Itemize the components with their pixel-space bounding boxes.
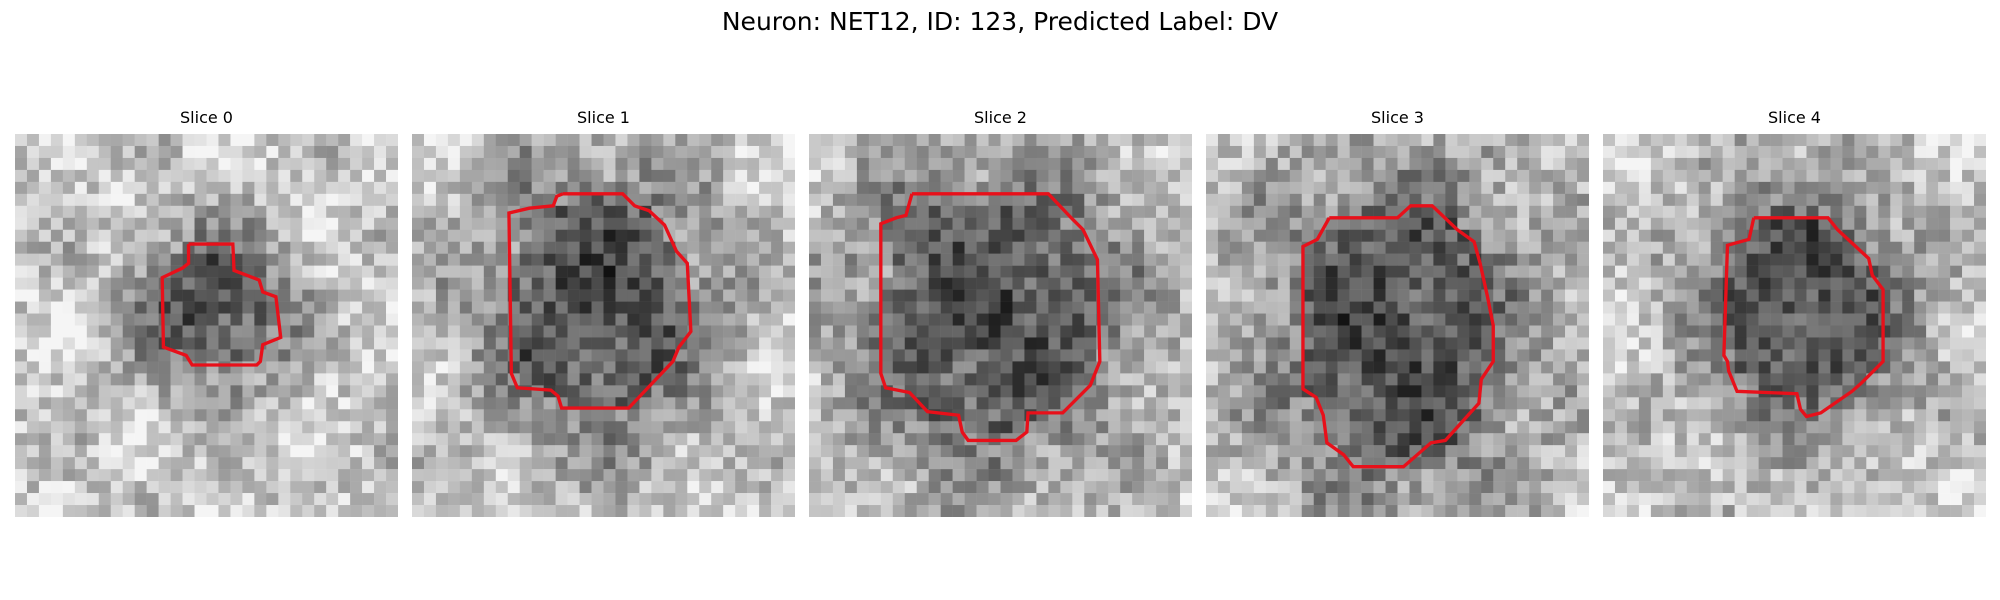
slice-title: Slice 0 (180, 108, 233, 127)
slice-panel-3: Slice 3 (1206, 108, 1589, 517)
pixel-grid (412, 134, 795, 517)
neuron-contour (1722, 216, 1885, 419)
neuron-contour (507, 192, 693, 410)
slice-panel-1: Slice 1 (412, 108, 795, 517)
pixel-grid (1603, 134, 1986, 517)
slice-panel-4: Slice 4 (1603, 108, 1986, 517)
slice-image (1603, 134, 1986, 517)
slice-title: Slice 1 (577, 108, 630, 127)
figure-title: Neuron: NET12, ID: 123, Predicted Label:… (721, 7, 1279, 36)
slice-image (412, 134, 795, 517)
pixel-grid (15, 134, 398, 517)
slice-title: Slice 4 (1768, 108, 1821, 127)
slice-image (809, 134, 1192, 517)
pixel-grid (1206, 134, 1589, 517)
slice-panel-2: Slice 2 (809, 108, 1192, 517)
slice-image (15, 134, 398, 517)
slice-title: Slice 3 (1371, 108, 1424, 127)
slice-image (1206, 134, 1589, 517)
pixel-grid (809, 134, 1192, 517)
neuron-contour (879, 192, 1102, 443)
slice-panel-0: Slice 0 (15, 108, 398, 517)
slice-title: Slice 2 (974, 108, 1027, 127)
neuron-contour (160, 242, 283, 367)
neuron-contour (1301, 204, 1495, 469)
